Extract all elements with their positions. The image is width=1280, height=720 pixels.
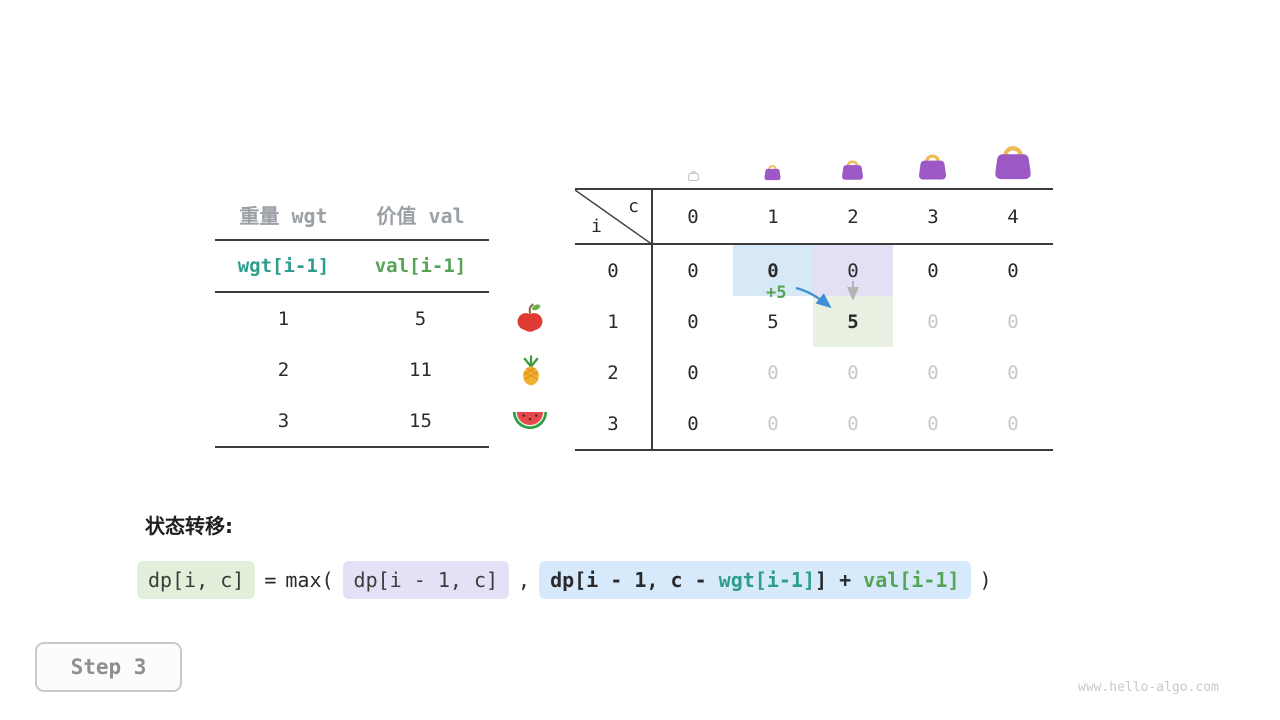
dp-cell: 0: [687, 412, 699, 435]
val-formula-label: val[i-1]: [374, 255, 467, 277]
dp-row-label: 0: [575, 245, 653, 296]
dp-table: c i 0 1 2 3 4 0 0 0 0 0 0 1 0 5 5 0 0 2 …: [575, 188, 1053, 451]
watermelon-icon: [512, 412, 548, 430]
dp-cell: 0: [927, 361, 939, 384]
corner-diagonal-line: [575, 190, 653, 245]
capacity-axis-label: c: [628, 196, 639, 217]
skip-term: dp[i - 1, c]: [342, 561, 510, 599]
comma: ,: [518, 568, 531, 592]
dp-cell: 0: [927, 310, 939, 333]
take-term-mid: ] +: [815, 568, 864, 592]
dp-cell: 0: [1007, 259, 1019, 282]
dp-cell: 5: [767, 310, 779, 333]
dp-cell: 0: [1007, 310, 1019, 333]
dp-col-header: 1: [733, 190, 813, 245]
item-row-apple: 1 5: [215, 293, 489, 344]
dp-cell: 0: [687, 361, 699, 384]
item-value: 5: [414, 307, 427, 330]
bag-icon-medium: [842, 160, 863, 180]
result-term: dp[i, c]: [137, 561, 256, 599]
dp-col-header: 2: [813, 190, 893, 245]
item-axis-label: i: [591, 216, 602, 237]
item-row-pineapple: 2 11: [215, 344, 489, 395]
dp-cell: 0: [847, 412, 859, 435]
dp-row-label: 3: [575, 398, 653, 449]
dp-cell: 0: [687, 310, 699, 333]
dp-cell: 0: [847, 361, 859, 384]
item-weight: 1: [277, 307, 290, 330]
equals-sign: =: [264, 568, 277, 592]
plus-five-label: +5: [766, 283, 787, 303]
wgt-formula-label: wgt[i-1]: [237, 255, 330, 277]
dp-col-header: 4: [973, 190, 1053, 245]
dp-row-label: 1: [575, 296, 653, 347]
weight-col-header: 重量 wgt: [239, 204, 328, 228]
dp-cell: 0: [927, 259, 939, 282]
close-paren: ): [979, 568, 992, 592]
max-open: max(: [285, 568, 334, 592]
dp-cell-source-skip: 0: [813, 245, 893, 296]
step-badge: Step 3: [35, 642, 182, 692]
weight-table-header: 重量 wgt 价值 val: [215, 190, 489, 241]
bag-icon-xlarge: [995, 146, 1031, 180]
watermark: www.hello-algo.com: [1078, 680, 1219, 695]
take-term-val: val[i-1]: [863, 568, 960, 592]
dp-cell: 0: [767, 412, 779, 435]
item-value: 11: [409, 358, 432, 381]
dp-cell: 0: [1007, 412, 1019, 435]
dp-cell: 0: [687, 259, 699, 282]
dp-cell: 0: [927, 412, 939, 435]
formula-row: wgt[i-1] val[i-1]: [215, 241, 489, 293]
take-term-prefix: dp[i - 1, c -: [550, 568, 719, 592]
dp-row-label: 2: [575, 347, 653, 398]
weight-value-table: 重量 wgt 价值 val wgt[i-1] val[i-1] 1 5 2 11…: [215, 190, 489, 448]
dp-corner-cell: c i: [575, 190, 653, 245]
transition-title: 状态转移:: [145, 514, 233, 538]
apple-icon: [517, 303, 543, 332]
item-value: 15: [409, 409, 432, 432]
transition-formula: dp[i, c] = max( dp[i - 1, c] , dp[i - 1,…: [137, 561, 992, 599]
pineapple-icon: [523, 355, 539, 386]
take-term: dp[i - 1, c - wgt[i-1]] + val[i-1]: [539, 561, 971, 599]
dp-cell: 0: [1007, 361, 1019, 384]
item-weight: 2: [277, 358, 290, 381]
item-row-watermelon: 3 15: [215, 395, 489, 446]
dp-cell: 0: [767, 361, 779, 384]
item-weight: 3: [277, 409, 290, 432]
take-term-wgt: wgt[i-1]: [718, 568, 815, 592]
value-col-header: 价值 val: [376, 204, 465, 228]
bag-icon-small: [764, 165, 781, 181]
dp-cell-target: 5: [813, 296, 893, 347]
bag-icon-large: [918, 154, 947, 180]
dp-col-header: 0: [653, 190, 733, 245]
bag-outline-icon: [687, 171, 700, 181]
dp-col-header: 3: [893, 190, 973, 245]
